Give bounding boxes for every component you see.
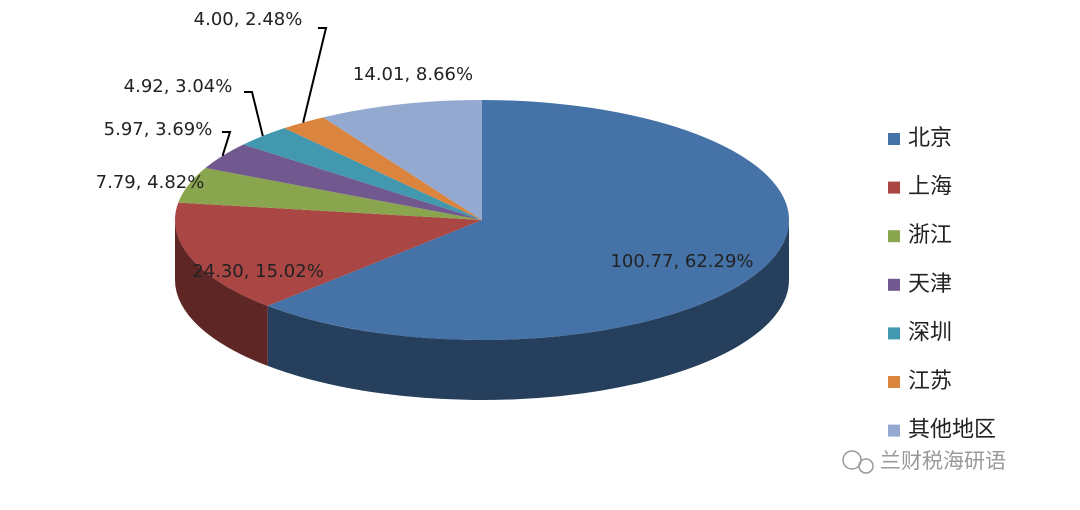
legend-label: 上海 (908, 175, 952, 200)
leader-line (302, 27, 328, 123)
legend-swatch (888, 181, 900, 194)
leader-line (221, 131, 232, 157)
slice (323, 100, 482, 220)
data-label: 24.30, 15.02% (192, 261, 324, 282)
data-label: 14.01, 8.66% (353, 64, 473, 85)
legend-swatch (888, 133, 900, 145)
data-label: 4.00, 2.48% (194, 9, 303, 30)
legend-label: 深圳 (908, 320, 952, 345)
legend-label: 北京 (908, 126, 952, 151)
slice (174, 202, 482, 306)
watermark-group: 兰财税海研语 (842, 449, 1006, 474)
slice (178, 167, 482, 220)
slice-side (175, 220, 268, 366)
legend-label: 其他地区 (908, 418, 996, 443)
leader-line (244, 91, 264, 137)
legend-label: 浙江 (908, 223, 952, 248)
watermark-icon (858, 458, 874, 474)
legend-swatch (888, 278, 900, 291)
legend-label: 天津 (908, 272, 952, 297)
data-label: 7.79, 4.82% (96, 172, 205, 193)
watermark: 兰财税海研语 (880, 449, 1006, 473)
legend-swatch (888, 230, 900, 243)
legend-swatch (888, 424, 900, 437)
slice (205, 144, 483, 220)
slice-side (267, 220, 790, 401)
data-label: 4.92, 3.04% (124, 76, 233, 97)
watermark-icon (842, 450, 862, 470)
slice (267, 100, 790, 340)
data-label: 100.77, 62.29% (610, 251, 753, 272)
legend-label: 江苏 (908, 369, 952, 394)
data-label: 5.97, 3.69% (104, 119, 213, 140)
slice (243, 128, 482, 220)
slice (284, 117, 482, 220)
legend-swatch (888, 376, 900, 388)
legend-swatch (888, 327, 900, 340)
